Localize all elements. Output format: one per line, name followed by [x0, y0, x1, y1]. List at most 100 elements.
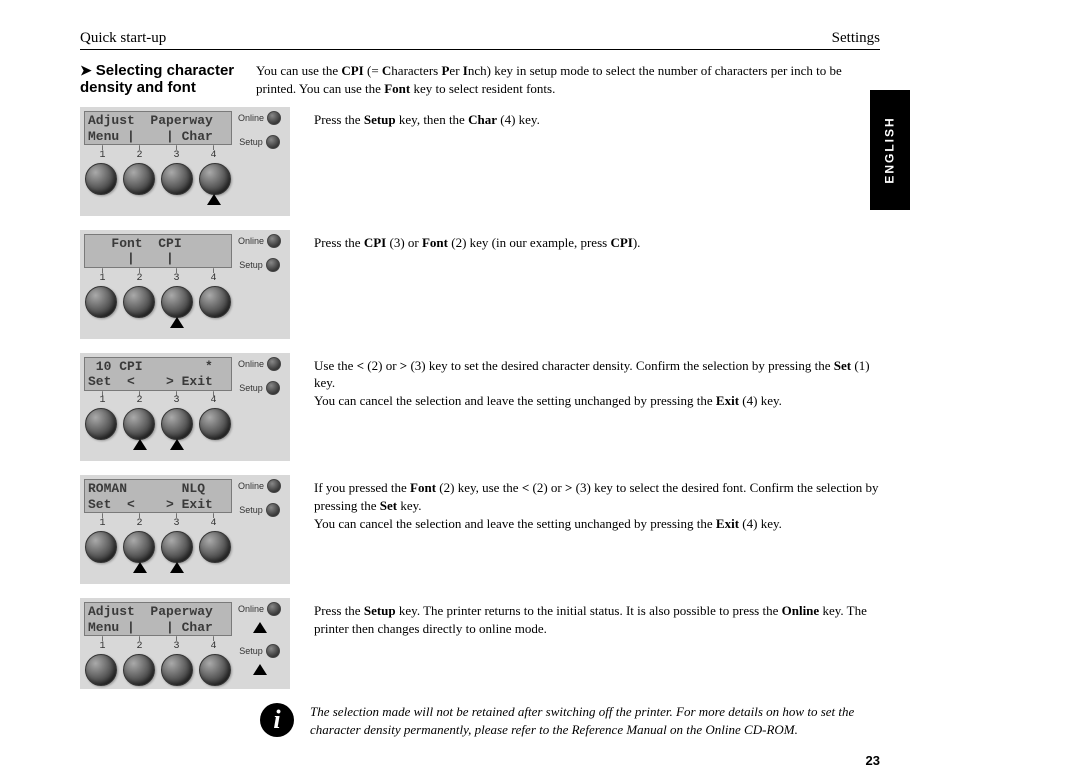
online-button[interactable] — [267, 111, 281, 125]
side-buttons: Online Setup — [238, 602, 281, 680]
step-text: Press the CPI (3) or Font (2) key (in ou… — [314, 230, 880, 252]
button-4[interactable] — [199, 408, 231, 440]
setup-button[interactable] — [266, 503, 280, 517]
lcd-display: Adjust Paperway Menu | | Char — [84, 111, 232, 145]
step-text: Press the Setup key. The printer returns… — [314, 598, 880, 637]
header-right: Settings — [832, 30, 880, 47]
arrow-row — [84, 560, 232, 578]
button-3[interactable] — [161, 286, 193, 318]
control-panel: Adjust Paperway Menu | | Char ╷╷╷╷ 1234 … — [80, 107, 290, 216]
button-2[interactable] — [123, 408, 155, 440]
main-buttons — [84, 408, 232, 440]
control-panel: ROMAN NLQ Set < > Exit ╷╷╷╷ 1234 Online … — [80, 475, 290, 584]
setup-label: Setup — [239, 260, 263, 270]
side-buttons: Online Setup — [238, 234, 281, 276]
step-row: Font CPI | | ╷╷╷╷ 1234 Online Setup — [80, 230, 880, 339]
language-tab: ENGLISH — [870, 90, 910, 210]
lcd-display: Font CPI | | — [84, 234, 232, 268]
button-1[interactable] — [85, 286, 117, 318]
button-3[interactable] — [161, 654, 193, 686]
button-1[interactable] — [85, 654, 117, 686]
section-heading: Selecting character density and font — [80, 62, 240, 97]
online-label: Online — [238, 604, 264, 614]
side-buttons: Online Setup — [238, 357, 281, 399]
setup-button[interactable] — [266, 135, 280, 149]
ticks: ╷╷╷╷ — [84, 267, 232, 272]
button-2[interactable] — [123, 163, 155, 195]
page-header: Quick start-up Settings — [80, 30, 880, 50]
arrow-row — [84, 315, 232, 333]
setup-label: Setup — [239, 137, 263, 147]
step-row: Adjust Paperway Menu | | Char ╷╷╷╷ 1234 … — [80, 598, 880, 689]
side-buttons: Online Setup — [238, 479, 281, 521]
lcd-display: 10 CPI * Set < > Exit — [84, 357, 232, 391]
main-buttons — [84, 163, 232, 195]
press-arrow-icon — [170, 317, 184, 328]
button-3[interactable] — [161, 531, 193, 563]
arrow-row — [84, 192, 232, 210]
button-1[interactable] — [85, 163, 117, 195]
step-text: Use the < (2) or > (3) key to set the de… — [314, 353, 880, 410]
online-button[interactable] — [267, 357, 281, 371]
button-4[interactable] — [199, 531, 231, 563]
page-number: 23 — [866, 753, 880, 768]
press-arrow-icon — [253, 622, 267, 633]
main-buttons — [84, 531, 232, 563]
panel-group: Font CPI | | ╷╷╷╷ 1234 Online Setup — [80, 230, 290, 339]
press-arrow-icon — [133, 562, 147, 573]
button-3[interactable] — [161, 408, 193, 440]
online-button[interactable] — [267, 234, 281, 248]
button-numbers: 1234 — [84, 518, 232, 529]
press-arrow-icon — [170, 562, 184, 573]
online-label: Online — [238, 359, 264, 369]
press-arrow-icon — [170, 439, 184, 450]
language-label: ENGLISH — [883, 116, 897, 183]
intro-row: Selecting character density and font You… — [80, 62, 880, 97]
online-label: Online — [238, 113, 264, 123]
button-1[interactable] — [85, 408, 117, 440]
step-row: Adjust Paperway Menu | | Char ╷╷╷╷ 1234 … — [80, 107, 880, 216]
setup-button[interactable] — [266, 644, 280, 658]
main-buttons — [84, 286, 232, 318]
press-arrow-icon — [253, 664, 267, 675]
page: Quick start-up Settings ENGLISH Selectin… — [80, 30, 880, 738]
press-arrow-icon — [133, 439, 147, 450]
button-3[interactable] — [161, 163, 193, 195]
online-button[interactable] — [267, 479, 281, 493]
setup-button[interactable] — [266, 381, 280, 395]
ticks: ╷╷╷╷ — [84, 635, 232, 640]
control-panel: 10 CPI * Set < > Exit ╷╷╷╷ 1234 Online S… — [80, 353, 290, 462]
ticks: ╷╷╷╷ — [84, 512, 232, 517]
setup-button[interactable] — [266, 258, 280, 272]
info-row: i The selection made will not be retaine… — [80, 703, 880, 738]
setup-label: Setup — [239, 383, 263, 393]
panel-group: Adjust Paperway Menu | | Char ╷╷╷╷ 1234 … — [80, 598, 290, 689]
info-text: The selection made will not be retained … — [310, 703, 880, 738]
button-numbers: 1234 — [84, 150, 232, 161]
setup-label: Setup — [239, 505, 263, 515]
button-4[interactable] — [199, 286, 231, 318]
button-2[interactable] — [123, 531, 155, 563]
button-numbers: 1234 — [84, 641, 232, 652]
online-button[interactable] — [267, 602, 281, 616]
side-buttons: Online Setup — [238, 111, 281, 153]
button-numbers: 1234 — [84, 395, 232, 406]
press-arrow-icon — [207, 194, 221, 205]
button-2[interactable] — [123, 654, 155, 686]
intro-text: You can use the CPI (= Characters Per In… — [256, 62, 880, 97]
info-icon: i — [260, 703, 294, 737]
button-2[interactable] — [123, 286, 155, 318]
main-buttons — [84, 654, 232, 686]
ticks: ╷╷╷╷ — [84, 390, 232, 395]
lcd-display: ROMAN NLQ Set < > Exit — [84, 479, 232, 513]
setup-label: Setup — [239, 646, 263, 656]
button-4[interactable] — [199, 163, 231, 195]
button-1[interactable] — [85, 531, 117, 563]
control-panel: Font CPI | | ╷╷╷╷ 1234 Online Setup — [80, 230, 290, 339]
panel-group: 10 CPI * Set < > Exit ╷╷╷╷ 1234 Online S… — [80, 353, 290, 462]
control-panel: Adjust Paperway Menu | | Char ╷╷╷╷ 1234 … — [80, 598, 290, 689]
lcd-display: Adjust Paperway Menu | | Char — [84, 602, 232, 636]
panel-group: Adjust Paperway Menu | | Char ╷╷╷╷ 1234 … — [80, 107, 290, 216]
button-4[interactable] — [199, 654, 231, 686]
step-row: ROMAN NLQ Set < > Exit ╷╷╷╷ 1234 Online … — [80, 475, 880, 584]
